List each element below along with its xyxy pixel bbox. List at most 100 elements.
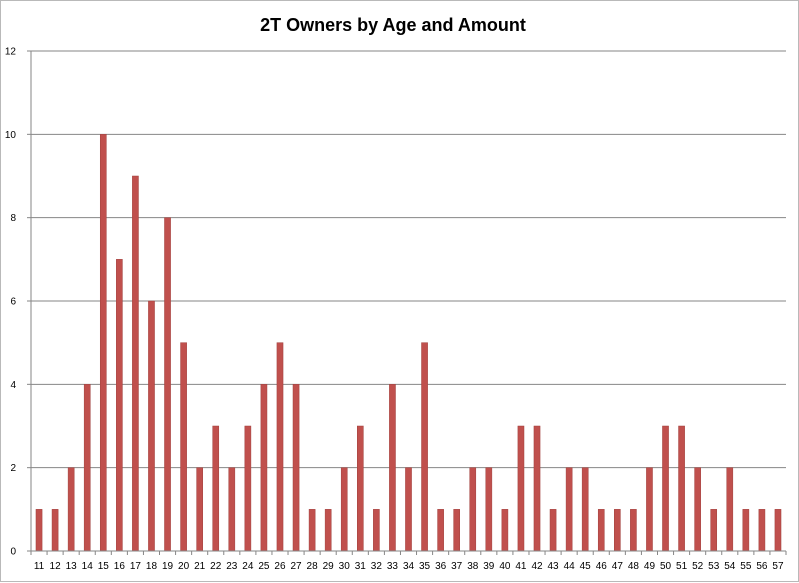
bar-14: [83, 384, 91, 552]
x-tick-label: 46: [596, 561, 608, 572]
x-tick-label: 28: [307, 561, 319, 572]
x-tick-label: 38: [467, 561, 479, 572]
bar-36: [437, 509, 444, 552]
bar-50: [662, 425, 669, 552]
bar-27: [292, 384, 300, 552]
y-tick-label: 10: [5, 130, 17, 141]
bar-17: [132, 175, 139, 552]
x-tick-label: 31: [355, 561, 367, 572]
x-tick-label: 43: [548, 561, 560, 572]
bar-47: [614, 509, 621, 552]
x-tick-label: 51: [676, 561, 688, 572]
bar-28: [308, 509, 316, 552]
x-tick-label: 15: [98, 561, 110, 572]
bar-16: [116, 259, 123, 552]
x-tick-label: 20: [178, 561, 190, 572]
bar-40: [501, 509, 509, 552]
bar-52: [694, 467, 701, 552]
bar-23: [228, 467, 236, 552]
bar-44: [565, 467, 573, 552]
bar-30: [340, 467, 348, 552]
bar-57: [774, 509, 782, 552]
x-tick-label: 34: [403, 561, 415, 572]
bar-26: [276, 342, 284, 552]
x-tick-label: 30: [339, 561, 351, 572]
x-tick-label: 54: [724, 561, 736, 572]
bar-19: [164, 217, 171, 552]
y-tick-label: 2: [10, 463, 16, 474]
x-tick-label: 40: [499, 561, 511, 572]
x-tick-label: 16: [114, 561, 126, 572]
bar-29: [324, 509, 332, 552]
bar-21: [196, 467, 203, 552]
bar-22: [212, 425, 220, 552]
x-tick-label: 18: [146, 561, 158, 572]
x-tick-label: 55: [740, 561, 752, 572]
x-tick-label: 29: [323, 561, 335, 572]
x-tick-label: 11: [34, 561, 45, 572]
bar-20: [180, 342, 187, 552]
bar-48: [630, 509, 637, 552]
x-tick-label: 25: [258, 561, 270, 572]
bar-33: [389, 384, 396, 552]
bar-49: [646, 467, 653, 552]
bar-15: [99, 134, 107, 552]
bar-37: [453, 509, 460, 552]
bar-38: [469, 467, 477, 552]
bar-55: [742, 509, 750, 552]
x-tick-label: 53: [708, 561, 720, 572]
bar-53: [710, 509, 718, 552]
x-axis-ticks: 11 12 13 14 15 16 17 18 19 20 21 22 23 24 25 26 27 28 29 30…: [30, 551, 787, 572]
x-tick-label: 12: [50, 561, 62, 572]
bar-34: [405, 467, 412, 552]
x-tick-label: 33: [387, 561, 399, 572]
x-tick-label: 52: [692, 561, 704, 572]
bar-45: [581, 467, 589, 552]
x-tick-label: 17: [130, 561, 142, 572]
grid-lines: [31, 50, 786, 469]
x-tick-label: 44: [564, 561, 576, 572]
x-tick-label: 24: [242, 561, 254, 572]
bar-51: [678, 425, 685, 552]
x-tick-label: 27: [290, 561, 302, 572]
x-tick-label: 41: [515, 561, 527, 572]
x-tick-label: 13: [66, 561, 78, 572]
bar-18: [148, 300, 155, 552]
x-tick-label: 49: [644, 561, 656, 572]
bar-35: [421, 342, 428, 552]
x-tick-label: 36: [435, 561, 447, 572]
x-tick-label: 47: [612, 561, 624, 572]
bar-39: [485, 467, 493, 552]
bar-42: [533, 425, 541, 552]
bar-11: [35, 509, 43, 552]
y-tick-label: 6: [10, 297, 16, 308]
x-tick-label: 21: [194, 561, 206, 572]
bar-31: [357, 425, 364, 552]
x-tick-label: 19: [162, 561, 174, 572]
bar-32: [373, 509, 380, 552]
bar-54: [726, 467, 734, 552]
x-tick-label: 48: [628, 561, 640, 572]
bar-25: [260, 384, 268, 552]
bar-46: [597, 509, 605, 552]
bar-43: [549, 509, 557, 552]
x-tick-label: 26: [274, 561, 286, 572]
x-tick-label: 45: [580, 561, 592, 572]
bar-13: [67, 467, 75, 552]
y-axis-ticks: 0 2 4 6 8 10 12: [5, 47, 31, 558]
axes: [30, 51, 786, 552]
x-tick-label: 22: [210, 561, 222, 572]
bar-41: [517, 425, 525, 552]
x-tick-label: 14: [82, 561, 94, 572]
y-tick-label: 8: [10, 213, 16, 224]
bar-24: [244, 425, 252, 552]
x-tick-label: 23: [226, 561, 238, 572]
chart-title: 2T Owners by Age and Amount: [260, 15, 526, 35]
y-tick-label: 4: [10, 380, 16, 391]
x-tick-label: 39: [483, 561, 495, 572]
x-tick-label: 57: [772, 561, 784, 572]
bar-12: [51, 509, 59, 552]
x-tick-label: 56: [756, 561, 768, 572]
